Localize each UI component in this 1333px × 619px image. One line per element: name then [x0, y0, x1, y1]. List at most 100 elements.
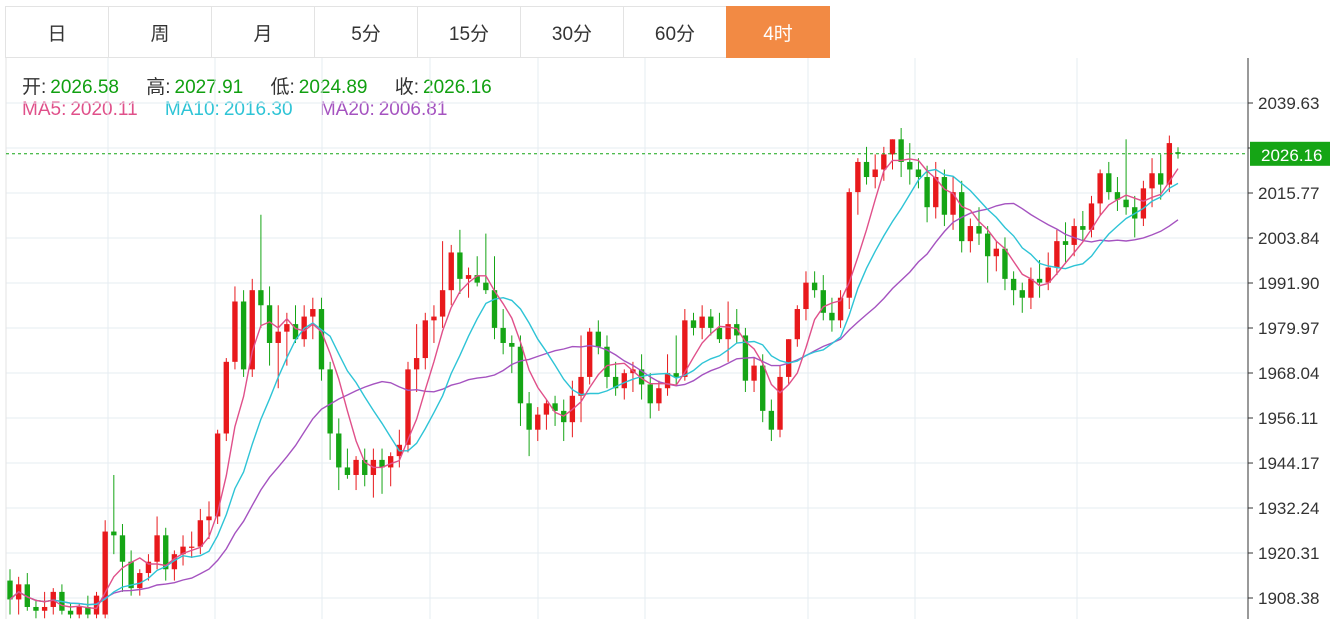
- candle-body: [275, 331, 281, 343]
- candle-body: [941, 177, 948, 215]
- candle-body: [509, 342, 515, 347]
- candle-body: [915, 169, 922, 178]
- ma10-line: [9, 168, 1179, 606]
- y-tick-label: 1956.11: [1258, 409, 1318, 428]
- candle-body: [552, 403, 558, 411]
- candle-body: [1158, 173, 1164, 185]
- ma5-line: [9, 158, 1179, 610]
- candle-body: [907, 161, 913, 170]
- candle-body: [1114, 192, 1121, 200]
- candle-body: [474, 275, 480, 283]
- close-label: 收:: [394, 77, 420, 98]
- candle-body: [344, 467, 351, 475]
- candle-body: [41, 606, 48, 611]
- candle-body: [327, 369, 333, 434]
- candle-body: [310, 309, 316, 317]
- candle-body: [439, 290, 446, 317]
- high-label: 高:: [146, 77, 171, 98]
- open-value: 2026.58: [50, 77, 119, 98]
- candle-body: [993, 248, 999, 257]
- candle-body: [612, 376, 619, 389]
- candle-body: [171, 554, 178, 570]
- candle-body: [67, 610, 74, 615]
- tab-5[interactable]: 30分: [520, 6, 624, 58]
- last-price-tag: [1250, 141, 1330, 166]
- candle-body: [33, 606, 39, 611]
- candle-body: [760, 365, 766, 411]
- low-label: 低:: [270, 77, 295, 98]
- candle-body: [145, 561, 152, 574]
- candle-body: [586, 331, 593, 377]
- close-value: 2026.16: [423, 77, 492, 98]
- tab-7[interactable]: 4时: [726, 6, 830, 58]
- candle-body: [1019, 290, 1025, 298]
- candle-body: [1149, 173, 1155, 189]
- candle-body: [197, 520, 204, 547]
- candle-body: [898, 139, 904, 162]
- candle-body: [422, 320, 428, 359]
- candle-body: [1045, 267, 1051, 283]
- y-tick-label: 2039.63: [1258, 94, 1319, 113]
- candle-body: [413, 358, 420, 370]
- candle-body: [820, 290, 826, 313]
- candle-body: [656, 388, 662, 404]
- tab-6[interactable]: 60分: [623, 6, 727, 58]
- y-tick-label: 1944.17: [1258, 454, 1319, 473]
- y-tick-label: 2015.77: [1258, 184, 1319, 203]
- candle-body: [1036, 278, 1043, 283]
- open-label: 开:: [22, 77, 47, 98]
- candle-body: [180, 546, 186, 555]
- candle-body: [491, 290, 498, 328]
- candle-body: [137, 573, 143, 589]
- candle-body: [967, 226, 974, 242]
- candle-body: [881, 154, 887, 170]
- candle-body: [362, 459, 368, 475]
- candle-body: [292, 324, 299, 340]
- candle-body: [846, 192, 852, 298]
- ma10-label: MA10:: [164, 99, 220, 120]
- candle-body: [336, 433, 342, 468]
- candle-body: [387, 456, 394, 468]
- candle-body: [214, 433, 221, 517]
- tab-3[interactable]: 5分: [314, 6, 418, 58]
- candle-body: [682, 320, 688, 377]
- candle-body: [1166, 143, 1173, 185]
- ma20-line: [9, 202, 1179, 606]
- candle-body: [751, 365, 757, 381]
- candle-body: [673, 373, 679, 377]
- candle-body: [240, 301, 247, 370]
- candle-body: [950, 192, 956, 215]
- tab-2[interactable]: 月: [211, 6, 315, 58]
- y-tick-label: 1908.38: [1258, 589, 1319, 608]
- candlestick-chart[interactable]: 2039.632027.702015.772003.841991.901979.…: [0, 58, 1333, 619]
- ma10-value: 2016.30: [223, 99, 293, 120]
- candle-body: [829, 312, 835, 321]
- candle-body: [7, 580, 13, 600]
- candle-body: [483, 282, 489, 291]
- candle-body: [578, 376, 584, 396]
- last-price-label: 2026.16: [1261, 146, 1322, 165]
- candle-body: [794, 309, 801, 340]
- candle-body: [163, 535, 169, 570]
- candle-body: [872, 169, 878, 178]
- tab-1[interactable]: 周: [108, 6, 212, 58]
- y-tick-label: 1979.97: [1258, 319, 1319, 338]
- candle-body: [76, 606, 82, 615]
- tab-4[interactable]: 15分: [417, 6, 521, 58]
- candle-body: [1123, 199, 1129, 208]
- candle-body: [128, 561, 134, 589]
- candle-body: [1028, 278, 1034, 298]
- candle-body: [111, 531, 117, 536]
- candle-body: [431, 316, 437, 321]
- y-tick-label: 1968.04: [1258, 364, 1319, 383]
- candle-body: [223, 361, 229, 434]
- candle-body: [855, 161, 861, 193]
- candle-body: [543, 403, 550, 415]
- candle-body: [768, 410, 775, 430]
- candle-body: [353, 459, 359, 475]
- tab-0[interactable]: 日: [5, 6, 109, 58]
- candle-body: [595, 331, 602, 347]
- candle-body: [803, 282, 809, 310]
- candle-body: [465, 275, 472, 279]
- candle-body: [1088, 203, 1095, 230]
